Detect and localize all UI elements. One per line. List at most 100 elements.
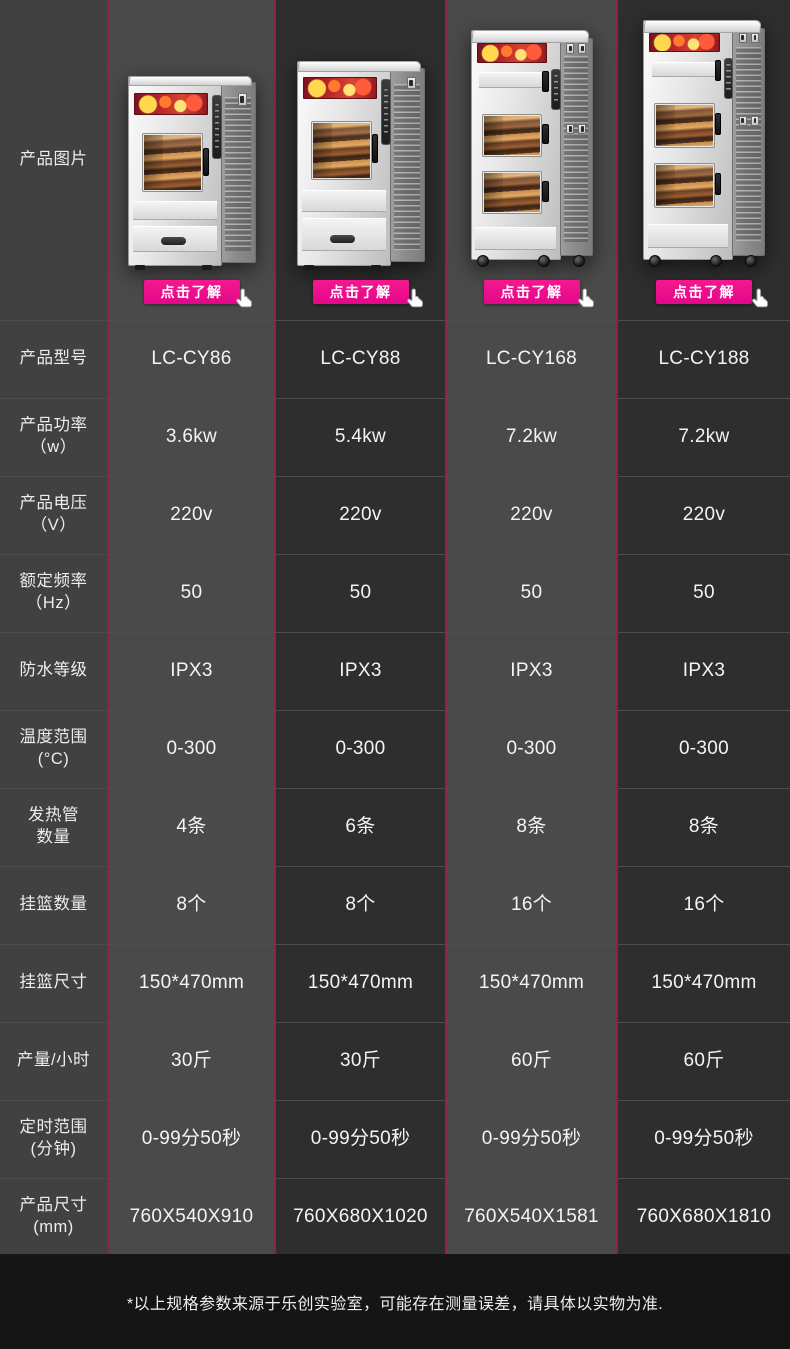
oven-viewing-window-tier-2 bbox=[654, 102, 715, 148]
oven-handle-tier-2 bbox=[714, 113, 722, 135]
cell-r3-c1: 220v bbox=[108, 475, 276, 555]
row-label-text: 产品功率 （w） bbox=[19, 416, 88, 456]
cell-value: 8条 bbox=[688, 815, 720, 837]
cell-r1-c4: LC-CY188 bbox=[617, 319, 790, 399]
row-label-11: 定时范围 (分钟) bbox=[0, 1099, 109, 1179]
product-stage-1: 点击了解 bbox=[111, 0, 272, 320]
oven-handle-tier-2 bbox=[542, 123, 549, 145]
cell-value: 30斤 bbox=[170, 1049, 213, 1071]
cell-value: 8个 bbox=[176, 893, 207, 915]
oven-viewing-window-tier-3 bbox=[481, 171, 543, 215]
cell-r7-c2: 6条 bbox=[275, 787, 447, 867]
cell-r12-c2: 760X680X1020 bbox=[275, 1177, 447, 1257]
row-label-4: 额定频率 （Hz） bbox=[0, 553, 109, 633]
cell-value: 0-99分50秒 bbox=[310, 1127, 411, 1149]
cell-value: 220v bbox=[510, 503, 553, 525]
cell-value: 6条 bbox=[345, 815, 376, 837]
cell-r2-c2: 5.4kw bbox=[275, 397, 447, 477]
cell-r4-c3: 50 bbox=[446, 553, 618, 633]
cta-button-1[interactable]: 点击了解 bbox=[143, 279, 240, 304]
cell-value: 16个 bbox=[510, 893, 553, 915]
product-stage-2: 点击了解 bbox=[278, 0, 443, 320]
oven-side-latch-top-b bbox=[750, 32, 759, 43]
footer-note-text: *以上规格参数来源于乐创实验室，可能存在测量误差，请具体以实物为准. bbox=[126, 1295, 664, 1313]
cell-value: 0-99分50秒 bbox=[654, 1127, 754, 1149]
oven-control-panel bbox=[211, 94, 223, 160]
oven-side-latch-mid-a bbox=[738, 115, 747, 126]
oven-caster-front-left bbox=[649, 254, 662, 267]
row-label-text: 温度范围 (°C) bbox=[19, 728, 88, 768]
cell-r1-c1: LC-CY86 bbox=[108, 319, 276, 399]
cell-r11-c4: 0-99分50秒 bbox=[617, 1099, 790, 1179]
cell-r4-c4: 50 bbox=[617, 553, 790, 633]
product-stage-3: 点击了解 bbox=[449, 0, 614, 320]
cell-value: 0-300 bbox=[335, 737, 386, 759]
cell-r1-c3: LC-CY168 bbox=[446, 319, 618, 399]
oven-base-panel bbox=[301, 218, 387, 252]
oven-caster-front-left bbox=[476, 254, 489, 267]
oven-side-latch-top-b bbox=[578, 43, 587, 54]
oven-side-latch-top-a bbox=[566, 43, 575, 54]
row-label-10: 产量/小时 bbox=[0, 1021, 109, 1101]
cell-value: 0-300 bbox=[506, 737, 557, 759]
oven-caster-rear bbox=[572, 254, 585, 267]
cell-value: 3.6kw bbox=[165, 425, 218, 447]
cell-value: IPX3 bbox=[339, 659, 382, 681]
product-image-row: 产品图片 bbox=[0, 0, 790, 321]
cell-r6-c2: 0-300 bbox=[275, 709, 447, 789]
cell-value: 150*470mm bbox=[138, 971, 245, 993]
row-label-9: 挂篮尺寸 bbox=[0, 943, 109, 1023]
oven-lower-panel bbox=[301, 189, 387, 213]
cta-button-2[interactable]: 点击了解 bbox=[312, 279, 409, 304]
cell-r1-c2: LC-CY88 bbox=[275, 319, 447, 399]
cell-r10-c3: 60斤 bbox=[446, 1021, 618, 1101]
cell-value: 30斤 bbox=[339, 1049, 382, 1071]
oven-side-latch-top-a bbox=[738, 32, 747, 43]
product-cell-3: 点击了解 bbox=[446, 0, 618, 321]
product-cell-2: 点击了解 bbox=[275, 0, 447, 321]
oven-side-vent-panel bbox=[220, 82, 256, 263]
oven-illustration-1 bbox=[127, 75, 256, 270]
row-label-5: 防水等级 bbox=[0, 631, 109, 711]
cell-value: 220v bbox=[170, 503, 213, 525]
oven-side-vent-panel bbox=[732, 27, 765, 256]
cta-button-3[interactable]: 点击了解 bbox=[483, 279, 580, 304]
cell-value: 150*470mm bbox=[651, 971, 757, 993]
cell-r9-c3: 150*470mm bbox=[446, 943, 618, 1023]
cell-value: 4条 bbox=[176, 815, 207, 837]
cell-r11-c1: 0-99分50秒 bbox=[108, 1099, 276, 1179]
product-cell-4: 点击了解 bbox=[617, 0, 790, 321]
oven-side-latch bbox=[237, 92, 247, 106]
oven-foot-right bbox=[370, 264, 381, 270]
table-row: 产量/小时 30斤 30斤 60斤 60斤 bbox=[0, 1021, 790, 1101]
cell-r7-c3: 8条 bbox=[446, 787, 618, 867]
oven-viewing-window-tier-3 bbox=[654, 162, 715, 208]
oven-caster-front-right bbox=[537, 254, 550, 267]
cell-r12-c3: 760X540X1581 bbox=[446, 1177, 618, 1257]
cell-r9-c4: 150*470mm bbox=[617, 943, 790, 1023]
oven-handle-tier-1 bbox=[542, 70, 549, 92]
cell-value: 7.2kw bbox=[505, 425, 558, 447]
cell-r8-c2: 8个 bbox=[275, 865, 447, 945]
oven-top-cap bbox=[470, 29, 590, 43]
cell-value: LC-CY168 bbox=[485, 347, 578, 369]
cell-value: 8条 bbox=[516, 815, 547, 837]
row-label-text: 产品电压 （V） bbox=[19, 494, 88, 534]
row-label-text: 额定频率 （Hz） bbox=[19, 572, 88, 612]
row-label-text: 定时范围 (分钟) bbox=[19, 1118, 88, 1158]
cell-r4-c2: 50 bbox=[275, 553, 447, 633]
cell-value: LC-CY88 bbox=[320, 347, 401, 369]
cell-r11-c2: 0-99分50秒 bbox=[275, 1099, 447, 1179]
cell-value: 0-300 bbox=[166, 737, 217, 759]
product-cell-1: 点击了解 bbox=[108, 0, 276, 321]
cell-r7-c1: 4条 bbox=[108, 787, 276, 867]
cell-r3-c3: 220v bbox=[446, 475, 618, 555]
cell-r5-c2: IPX3 bbox=[275, 631, 447, 711]
cell-r12-c1: 760X540X910 bbox=[108, 1177, 276, 1257]
oven-handle-tier-3 bbox=[714, 173, 722, 195]
oven-illustration-4 bbox=[643, 19, 765, 267]
row-label-7: 发热管 数量 bbox=[0, 787, 109, 867]
cta-button-4[interactable]: 点击了解 bbox=[656, 279, 752, 304]
cell-value: 150*470mm bbox=[307, 971, 414, 993]
